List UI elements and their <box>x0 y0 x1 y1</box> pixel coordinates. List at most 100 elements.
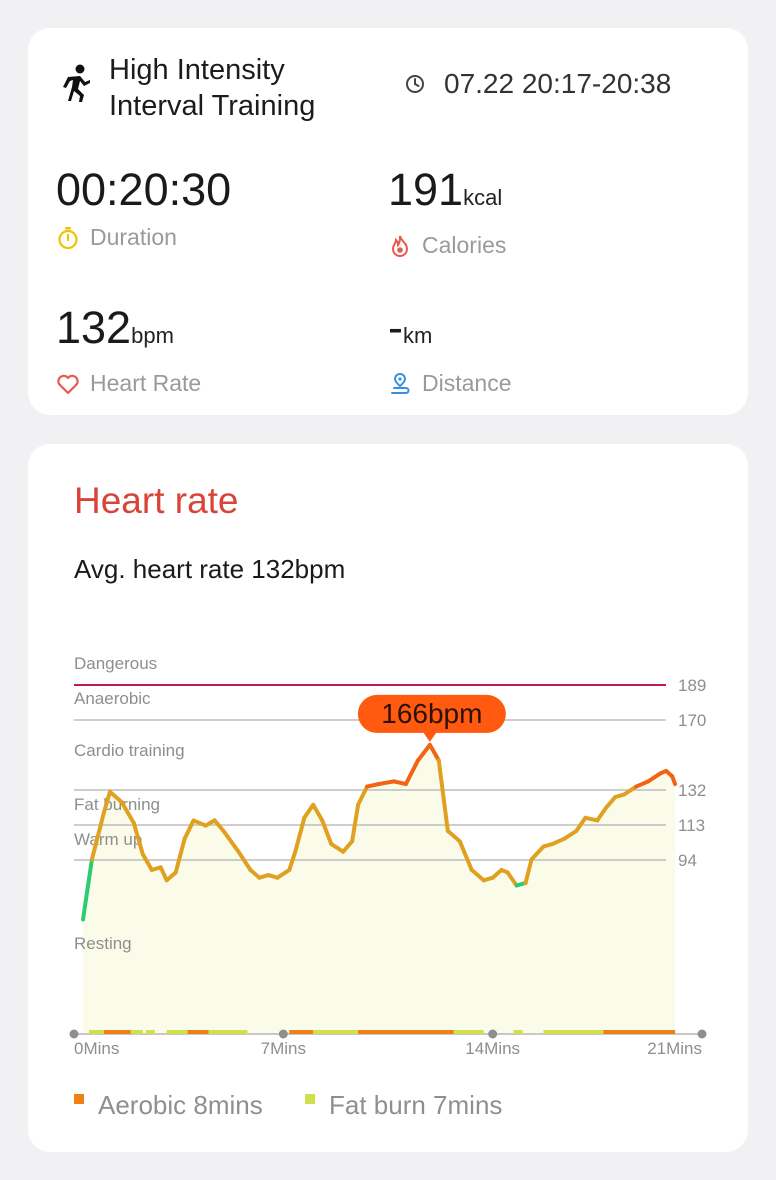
heart-rate-segment <box>622 784 639 797</box>
running-person-icon <box>63 64 90 102</box>
calories-metric: 191kcal Calories <box>388 166 506 259</box>
y-tick-189: 189 <box>678 676 706 695</box>
fat-burn-strip <box>313 1030 359 1034</box>
heart-rate-segment <box>356 784 370 807</box>
workout-title-line2: Interval Training <box>109 90 316 122</box>
clock-icon <box>406 75 424 93</box>
y-tick-94: 94 <box>678 851 697 870</box>
heart-rate-segment <box>293 815 307 854</box>
duration-label: Duration <box>90 224 177 250</box>
heart-rate-segment <box>392 779 408 786</box>
legend-fat-burn-swatch <box>305 1093 315 1104</box>
heart-rate-chart: Dangerous Anaerobic Cardio training Fat bur… <box>69 654 707 1058</box>
heart-rate-segment <box>427 742 441 763</box>
heart-rate-segment <box>341 839 355 854</box>
x-tick-0: 0Mins <box>74 1039 119 1058</box>
heart-rate-segment <box>529 844 546 862</box>
heart-rate-segment <box>604 795 618 810</box>
zone-label-resting: Resting <box>74 934 132 953</box>
x-tick-dot-7 <box>278 1029 288 1039</box>
heart-rate-segment <box>505 870 519 888</box>
y-tick-170: 170 <box>678 711 706 730</box>
zone-label-anaerobic: Anaerobic <box>74 689 151 708</box>
heart-rate-segment <box>377 779 396 786</box>
calories-value: 191 <box>388 164 464 215</box>
heart-rate-segment <box>634 779 651 789</box>
flame-icon <box>391 235 409 257</box>
average-heart-rate: Avg. heart rate 132bpm <box>74 554 346 584</box>
fat-burn-strip <box>145 1030 155 1034</box>
stopwatch-icon <box>58 226 78 249</box>
workout-title-line1: High Intensity <box>109 54 285 86</box>
distance-label: Distance <box>422 370 512 396</box>
heart-rate-metric: 132bpm Heart Rate <box>56 304 201 397</box>
heart-rate-segment <box>221 828 241 854</box>
heart-rate-segment <box>445 828 462 844</box>
legend-aerobic-swatch <box>74 1093 84 1104</box>
x-tick-dot-21 <box>697 1029 707 1039</box>
x-tick-dot-14 <box>488 1029 498 1039</box>
heart-rate-segment <box>191 818 208 828</box>
y-tick-132: 132 <box>678 781 706 800</box>
heart-rate-segment <box>101 789 112 815</box>
heart-rate-segment <box>173 836 187 875</box>
heart-rate-segment <box>646 771 663 784</box>
duration-metric: 00:20:30 Duration <box>56 166 231 251</box>
x-tick-7: 7Mins <box>261 1039 306 1058</box>
heart-rate-segment <box>236 849 253 872</box>
heart-rate-segment <box>595 805 609 823</box>
distance-value: - <box>388 302 403 353</box>
heart-rate-segment <box>275 867 292 880</box>
workout-time-range: 07.22 20:17-20:38 <box>444 68 672 99</box>
heart-rate-segment <box>182 818 196 841</box>
aerobic-strip <box>187 1030 209 1034</box>
heart-rate-segment <box>457 839 474 872</box>
heart-rate-segment <box>89 810 106 862</box>
heart-rate-segment <box>158 865 169 883</box>
heart-rate-segment <box>81 857 94 922</box>
duration-value: 00:20:30 <box>56 164 232 215</box>
heart-rate-segment <box>302 802 316 820</box>
heart-rate-segment <box>550 836 567 846</box>
x-tick-14: 14Mins <box>465 1039 520 1058</box>
heart-rate-segment <box>583 815 600 823</box>
heart-rate-segment <box>415 742 432 763</box>
heart-rate-segment <box>131 821 145 857</box>
zone-label-cardio-training: Cardio training <box>74 741 185 760</box>
calories-label: Calories <box>422 232 507 258</box>
zone-label-warm-up: Warm up <box>74 830 142 849</box>
fat-burn-strip <box>543 1030 604 1034</box>
legend-fat-burn-label: Fat burn 7mins <box>329 1090 503 1120</box>
heart-rate-title: Heart rate <box>74 480 239 521</box>
x-tick-dot-0 <box>69 1029 79 1039</box>
heart-rate-segment <box>574 815 588 833</box>
location-route-icon <box>391 372 410 394</box>
aerobic-strip <box>289 1030 314 1034</box>
heart-rate-segment <box>436 758 450 833</box>
aerobic-strip <box>103 1030 131 1034</box>
fat-burn-strip <box>89 1030 104 1034</box>
heart-rate-segment <box>365 782 381 789</box>
heart-rate-segment <box>469 867 486 883</box>
fat-burn-strip <box>453 1030 484 1034</box>
heart-rate-unit: bpm <box>131 323 174 348</box>
heart-rate-segment <box>670 774 678 786</box>
heart-rate-segment <box>107 789 124 805</box>
peak-bubble-pointer <box>422 731 437 742</box>
heart-rate-segment <box>287 849 298 872</box>
legend-aerobic-label: Aerobic 8mins <box>98 1090 263 1120</box>
x-tick-21: 21Mins <box>647 1039 702 1058</box>
peak-label: 166bpm <box>381 698 482 729</box>
zone-label-dangerous: Dangerous <box>74 654 157 673</box>
heart-rate-segment <box>212 818 226 833</box>
fat-burn-strip <box>130 1030 143 1034</box>
heart-rate-segment <box>140 852 154 872</box>
fat-burn-strip <box>513 1030 523 1034</box>
fat-burn-strip <box>208 1030 218 1034</box>
fat-burn-strip <box>166 1030 188 1034</box>
heart-rate-segment <box>329 841 346 854</box>
heart-rate-card: Heart rate Avg. heart rate 132bpm Danger… <box>28 444 748 1152</box>
heart-rate-value: 132 <box>56 302 132 353</box>
heart-rate-segment <box>403 758 420 786</box>
distance-metric: -km Distance <box>388 304 511 397</box>
